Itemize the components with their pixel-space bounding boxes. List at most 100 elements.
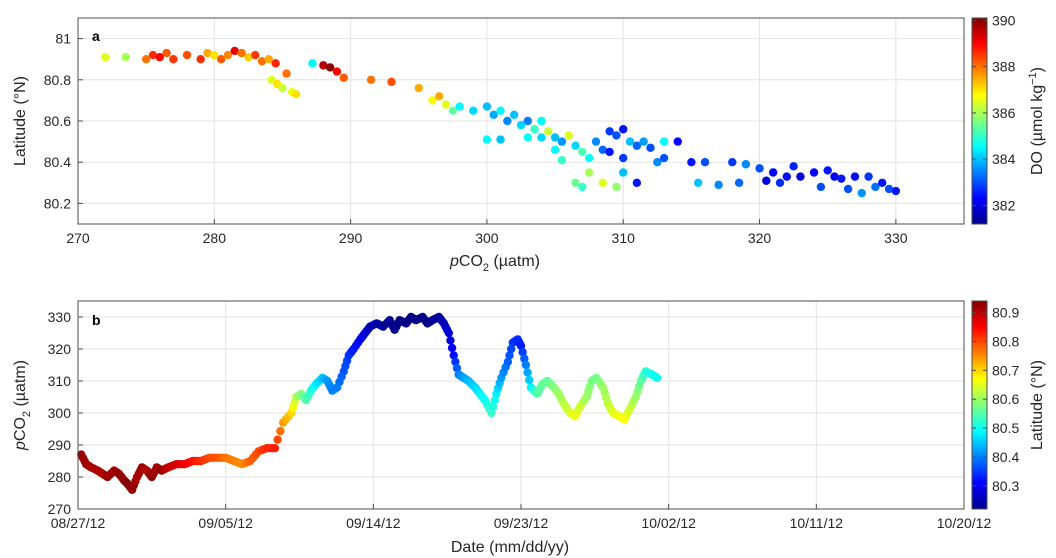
x-tick-label: 10/11/12	[790, 515, 844, 531]
data-point	[428, 96, 437, 105]
panel-a-colorbar	[971, 17, 988, 225]
data-point	[308, 59, 317, 68]
colorbar-tick-label: 80.5	[992, 420, 1019, 436]
data-point	[446, 336, 455, 345]
data-point	[884, 184, 894, 194]
data-point	[659, 137, 669, 146]
panel-a-colorbar-ticks: 382 384 386 388 390	[972, 12, 1016, 213]
data-point	[332, 67, 342, 76]
data-point	[584, 153, 594, 163]
data-point	[619, 168, 628, 177]
data-point	[237, 48, 246, 58]
data-point	[387, 77, 396, 87]
data-point	[325, 63, 335, 72]
y-tick-label: 320	[48, 341, 72, 357]
colorbar-tick-label: 80.8	[992, 333, 1019, 349]
data-point	[598, 178, 607, 187]
data-point	[612, 182, 621, 192]
panel-b-colorbar-label: Latitude (°N)	[1029, 360, 1046, 450]
data-point	[741, 160, 751, 169]
y-tick-label: 80.2	[44, 195, 71, 211]
data-point	[659, 153, 669, 163]
data-point	[816, 182, 826, 192]
data-point	[523, 368, 532, 377]
data-point	[550, 133, 560, 142]
x-tick-label: 300	[475, 230, 499, 246]
data-point	[809, 168, 819, 177]
data-point	[223, 50, 233, 60]
data-point	[700, 158, 710, 167]
y-tick-label: 80.4	[44, 154, 71, 170]
x-tick-label: 09/05/12	[198, 515, 253, 531]
data-point	[101, 52, 110, 62]
data-point	[578, 182, 587, 192]
data-point	[366, 75, 376, 85]
data-point	[169, 55, 178, 64]
colorbar-tick-label: 386	[992, 105, 1016, 121]
data-point	[571, 141, 580, 150]
panel-b-ticks: 08/27/12 09/05/12 09/14/12 09/23/12 10/02/12…	[48, 309, 992, 531]
data-point	[182, 50, 192, 60]
panel-a-ticks: 270 280 290 300 310 320 330 80.2 80.4 80.6 80.8 81	[44, 31, 908, 246]
data-point	[506, 344, 516, 354]
data-point	[653, 158, 662, 167]
panel-b-colorbar-ticks: 80.3 80.4 80.5 80.6 80.7 80.8 80.9	[972, 305, 1019, 494]
data-point	[319, 61, 328, 70]
data-point	[625, 137, 635, 146]
data-point	[564, 131, 573, 140]
data-point	[646, 143, 655, 152]
data-point	[520, 354, 529, 363]
data-point	[837, 174, 846, 183]
data-point	[605, 127, 614, 136]
data-point	[523, 133, 533, 142]
x-tick-label: 280	[203, 230, 227, 246]
data-point	[891, 186, 901, 196]
data-point	[857, 188, 866, 198]
data-point	[509, 110, 519, 120]
data-point	[503, 357, 513, 366]
data-point	[291, 90, 301, 99]
data-point	[487, 408, 496, 418]
data-point	[578, 147, 587, 157]
x-tick-label: 270	[66, 230, 90, 246]
data-point	[843, 184, 853, 194]
panel-a-y-axis-label: Latitude (°N)	[12, 76, 29, 166]
panel-a-points	[101, 46, 901, 198]
data-point	[278, 83, 287, 93]
x-tick-label: 290	[339, 230, 363, 246]
y-tick-label: 290	[48, 437, 72, 453]
panel-b: 08/27/12 09/05/12 09/14/12 09/23/12 10/02/12…	[12, 300, 1046, 556]
panel-a: 270 280 290 300 310 320 33080.280.480.680.881 …	[12, 12, 1046, 274]
panel-b-label: b	[92, 312, 101, 328]
data-point	[148, 50, 158, 60]
data-point	[530, 125, 539, 134]
x-tick-label: 08/27/12	[51, 515, 106, 531]
data-point	[482, 102, 492, 111]
data-point	[490, 396, 499, 405]
data-point	[273, 435, 282, 444]
data-point	[469, 106, 478, 115]
data-point	[796, 172, 805, 181]
data-point	[518, 348, 527, 357]
data-point	[230, 46, 239, 56]
panel-a-gridlines	[77, 18, 964, 224]
data-point	[251, 50, 260, 60]
y-tick-label: 81	[55, 31, 71, 47]
x-tick-label: 310	[612, 230, 636, 246]
data-point	[830, 172, 839, 181]
data-point	[452, 364, 462, 373]
data-point	[714, 180, 723, 190]
data-point	[850, 172, 860, 181]
data-point	[516, 120, 526, 130]
y-tick-label: 80.8	[44, 72, 71, 88]
data-point	[591, 137, 601, 146]
data-point	[823, 166, 832, 175]
colorbar-tick-label: 80.4	[992, 449, 1019, 465]
y-tick-label: 280	[48, 469, 72, 485]
data-point	[488, 402, 498, 411]
data-point	[521, 360, 531, 370]
data-point	[505, 351, 514, 360]
data-point	[270, 444, 280, 453]
data-point	[210, 50, 219, 60]
data-point	[632, 178, 642, 187]
